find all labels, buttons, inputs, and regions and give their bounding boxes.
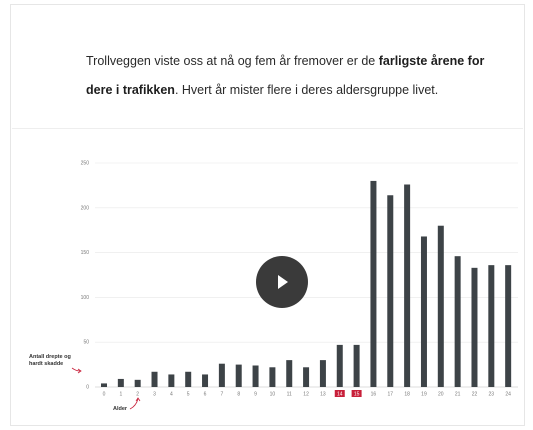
bar (404, 184, 411, 387)
bar (101, 383, 107, 387)
x-tick-label: 19 (421, 391, 427, 397)
ylabel-arrow-head (77, 368, 82, 374)
bar (252, 365, 259, 387)
bar (336, 344, 343, 387)
xlabel-arrow-head (135, 397, 141, 402)
x-tick-highlight (351, 390, 362, 397)
x-tick-label: 16 (371, 391, 377, 397)
x-tick-label: 7 (220, 391, 223, 397)
x-tick-label: 13 (320, 391, 326, 397)
y-tick-label: 100 (81, 295, 90, 301)
x-tick-label: 5 (187, 391, 190, 397)
bar (370, 180, 377, 387)
bar (134, 379, 141, 387)
x-tick-label: 9 (254, 391, 257, 397)
bar (319, 360, 326, 387)
bar (437, 225, 444, 387)
xlabel-arrow (129, 398, 139, 410)
x-tick-label: 3 (153, 391, 156, 397)
bar (117, 378, 124, 387)
play-button[interactable] (256, 256, 308, 308)
x-tick-label: 12 (303, 391, 309, 397)
bar (168, 374, 175, 387)
x-tick-label: 11 (287, 391, 292, 397)
x-tick-label: 21 (455, 391, 461, 397)
bar (387, 195, 394, 387)
y-axis-label: Antall drepte og (29, 354, 71, 360)
bar (505, 265, 512, 387)
x-tick-label: 20 (438, 391, 444, 397)
y-tick-label: 50 (83, 340, 89, 346)
y-tick-label: 0 (86, 385, 89, 391)
bar (286, 360, 293, 387)
bar (454, 256, 461, 387)
x-tick-label: 6 (204, 391, 207, 397)
bar (471, 267, 478, 387)
y-tick-label: 250 (81, 161, 90, 167)
x-tick-label: 22 (472, 391, 478, 397)
bar (202, 374, 209, 387)
y-tick-label: 200 (81, 205, 90, 211)
play-icon (278, 275, 288, 289)
bar (218, 363, 225, 387)
y-tick-label: 150 (81, 250, 90, 256)
bar (420, 236, 427, 387)
x-tick-label: 15 (354, 391, 360, 397)
bar (269, 367, 276, 387)
intro-bold: farligste årene for dere i trafikken (86, 54, 485, 97)
x-tick-label: 14 (337, 391, 343, 397)
x-tick-highlight (334, 390, 345, 397)
x-tick-label: 24 (505, 391, 511, 397)
ylabel-arrow (71, 367, 81, 372)
bar (185, 371, 192, 387)
x-tick-label: 23 (489, 391, 495, 397)
bar (353, 344, 360, 387)
x-tick-label: 0 (103, 391, 106, 397)
x-tick-label: 18 (404, 391, 410, 397)
intro-part2: . Hvert år mister flere i deres aldersgr… (174, 83, 439, 97)
x-tick-label: 2 (136, 391, 139, 397)
x-axis-label: Alder (113, 406, 128, 412)
bar (235, 364, 242, 387)
x-tick-label: 10 (270, 391, 276, 397)
intro-text: Trollveggen viste oss at nå og fem år fr… (86, 47, 496, 105)
x-tick-label: 4 (170, 391, 173, 397)
x-tick-label: 8 (237, 391, 240, 397)
bar (303, 367, 310, 387)
intro-part1: Trollveggen viste oss at nå og fem år fr… (86, 54, 379, 68)
bar (151, 371, 158, 387)
x-tick-label: 1 (119, 391, 122, 397)
y-axis-label-line2: hardt skadde (29, 361, 63, 367)
bar (488, 265, 495, 387)
x-tick-label: 17 (387, 391, 393, 397)
